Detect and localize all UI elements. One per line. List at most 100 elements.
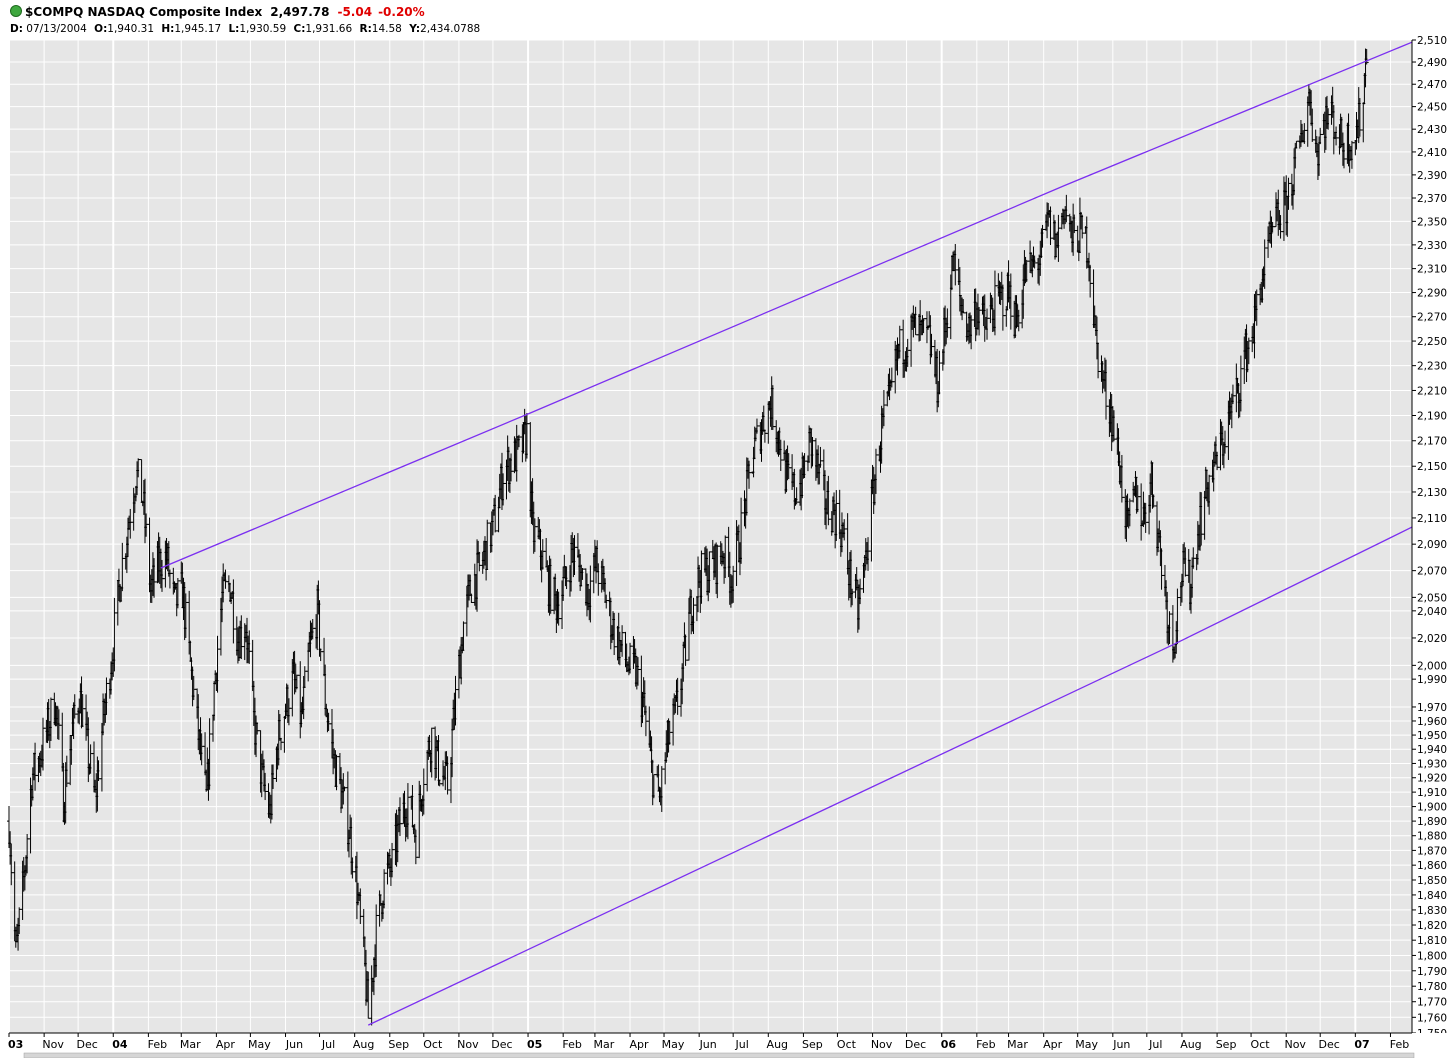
y-tick-label: 1,770 bbox=[1417, 997, 1447, 1009]
y-tick-label: 1,860 bbox=[1417, 860, 1447, 872]
low-label: L: bbox=[228, 23, 240, 35]
x-tick-label: Sep bbox=[802, 1038, 823, 1051]
x-tick-label: 06 bbox=[941, 1038, 957, 1051]
status-icon[interactable] bbox=[10, 5, 22, 17]
x-tick-label: May bbox=[662, 1038, 685, 1051]
x-tick-label: Feb bbox=[1390, 1038, 1409, 1051]
plot-area bbox=[9, 40, 1412, 1033]
x-tick-label: 07 bbox=[1354, 1038, 1369, 1051]
x-tick-label: Oct bbox=[423, 1038, 443, 1051]
x-tick-label: Apr bbox=[630, 1038, 650, 1051]
range-value: 14.58 bbox=[371, 23, 402, 35]
y-tick-label: 2,130 bbox=[1417, 487, 1447, 499]
y-tick-label: 2,510 bbox=[1417, 35, 1447, 47]
open-value: 1,940.31 bbox=[107, 23, 155, 35]
y-tick-label: 2,000 bbox=[1417, 660, 1447, 672]
x-tick-label: Mar bbox=[180, 1038, 201, 1051]
x-tick-label: Apr bbox=[216, 1038, 236, 1051]
x-tick-label: Apr bbox=[1043, 1038, 1063, 1051]
y-tick-label: 1,830 bbox=[1417, 905, 1447, 917]
lower-trendline bbox=[367, 526, 1413, 1026]
y-tick-label: 2,310 bbox=[1417, 264, 1447, 276]
date-label: D: bbox=[10, 23, 23, 35]
y-tick-label: 1,890 bbox=[1417, 816, 1447, 828]
x-tick-label: Jul bbox=[735, 1038, 749, 1051]
y-tick-label: 2,350 bbox=[1417, 216, 1447, 228]
y-tick-label: 2,020 bbox=[1417, 633, 1447, 645]
y-tick-label: 1,900 bbox=[1417, 802, 1447, 814]
y-tick-label: 1,880 bbox=[1417, 831, 1447, 843]
y-tick-label: 2,430 bbox=[1417, 124, 1447, 136]
y-tick-label: 1,780 bbox=[1417, 981, 1447, 993]
x-tick-label: 05 bbox=[527, 1038, 542, 1051]
y-tick-label: 2,110 bbox=[1417, 513, 1447, 525]
symbol-line: $COMPQ NASDAQ Composite Index 2,497.78 -5.… bbox=[10, 5, 425, 19]
y-tick-label: 2,070 bbox=[1417, 566, 1447, 578]
x-tick-label: Jun bbox=[699, 1038, 717, 1051]
y-tick-label: 2,410 bbox=[1417, 147, 1447, 159]
ohlc-readout: D: 07/13/2004 O:1,940.31 H:1,945.17 L:1,… bbox=[10, 23, 484, 35]
grid-lines bbox=[8, 39, 1412, 1034]
last-price: 2,497.78 bbox=[270, 5, 330, 19]
upper-trendline bbox=[160, 41, 1413, 569]
x-tick-label: Mar bbox=[1007, 1038, 1028, 1051]
x-tick-label: Sep bbox=[388, 1038, 409, 1051]
y-tick-label: 2,170 bbox=[1417, 436, 1447, 448]
x-tick-label: Aug bbox=[767, 1038, 788, 1051]
x-tick-label: Jun bbox=[285, 1038, 303, 1051]
x-tick-label: Feb bbox=[148, 1038, 167, 1051]
x-tick-label: Dec bbox=[1319, 1038, 1340, 1051]
y-tick-label: 2,290 bbox=[1417, 288, 1447, 300]
x-tick-label: Mar bbox=[594, 1038, 615, 1051]
low-value: 1,930.59 bbox=[239, 23, 287, 35]
y-tick-label: 1,810 bbox=[1417, 935, 1447, 947]
y-tick-label: 1,960 bbox=[1417, 716, 1447, 728]
y-tick-label: 1,840 bbox=[1417, 890, 1447, 902]
y-tick-label: 2,230 bbox=[1417, 361, 1447, 373]
y-value: 2,434.0788 bbox=[420, 23, 481, 35]
y-tick-label: 2,390 bbox=[1417, 170, 1447, 182]
x-tick-label: Oct bbox=[837, 1038, 857, 1051]
x-tick-label: Aug bbox=[353, 1038, 374, 1051]
high-value: 1,945.17 bbox=[174, 23, 222, 35]
x-tick-label: May bbox=[1075, 1038, 1098, 1051]
x-tick-label: Dec bbox=[76, 1038, 97, 1051]
y-tick-label: 1,930 bbox=[1417, 758, 1447, 770]
price-bars bbox=[7, 48, 1369, 1026]
x-tick-label: May bbox=[248, 1038, 271, 1051]
price-change: -5.04 bbox=[337, 5, 373, 19]
y-tick-label: 2,450 bbox=[1417, 102, 1447, 114]
x-tick-label: 04 bbox=[112, 1038, 128, 1051]
y-tick-label: 2,250 bbox=[1417, 336, 1447, 348]
y-tick-label: 2,190 bbox=[1417, 410, 1447, 422]
horizontal-scrollbar[interactable] bbox=[23, 1052, 1415, 1058]
x-tick-label: Dec bbox=[491, 1038, 512, 1051]
y-tick-label: 1,850 bbox=[1417, 875, 1447, 887]
x-tick-label: Jul bbox=[1148, 1038, 1162, 1051]
range-label: R: bbox=[359, 23, 372, 35]
x-tick-label: Nov bbox=[871, 1038, 893, 1051]
date-value: 07/13/2004 bbox=[26, 23, 87, 35]
y-tick-label: 1,800 bbox=[1417, 950, 1447, 962]
y-tick-label: 2,040 bbox=[1417, 606, 1447, 618]
y-tick-label: 2,490 bbox=[1417, 57, 1447, 69]
x-tick-label: 03 bbox=[8, 1038, 23, 1051]
y-tick-label: 2,330 bbox=[1417, 240, 1447, 252]
x-tick-label: Nov bbox=[457, 1038, 479, 1051]
y-tick-label: 1,920 bbox=[1417, 773, 1447, 785]
x-tick-label: Jul bbox=[321, 1038, 335, 1051]
x-tick-label: Aug bbox=[1180, 1038, 1201, 1051]
close-value: 1,931.66 bbox=[305, 23, 353, 35]
y-tick-label: 2,050 bbox=[1417, 592, 1447, 604]
y-tick-label: 1,790 bbox=[1417, 966, 1447, 978]
x-tick-label: Jun bbox=[1112, 1038, 1130, 1051]
x-tick-label: Sep bbox=[1216, 1038, 1237, 1051]
y-tick-label: 1,760 bbox=[1417, 1012, 1447, 1024]
y-tick-label: 1,870 bbox=[1417, 845, 1447, 857]
price-change-pct: -0.20% bbox=[378, 5, 425, 19]
close-label: C: bbox=[293, 23, 306, 35]
trendlines bbox=[160, 41, 1413, 1026]
y-label: Y: bbox=[409, 23, 421, 35]
symbol-title: $COMPQ NASDAQ Composite Index bbox=[25, 5, 263, 19]
